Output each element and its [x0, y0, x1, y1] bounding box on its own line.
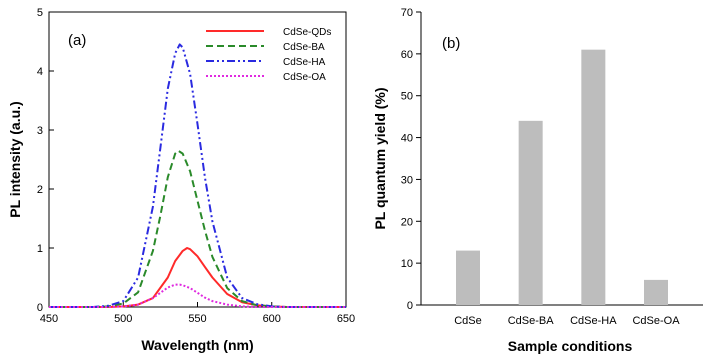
y-axis-label: PL intensity (a.u.) [7, 101, 23, 217]
panel-a-line-chart: 0 1 2 3 4 5 450 500 550 600 650 Wavelength (nm) PL i… [7, 7, 355, 353]
y-tick-label: 30 [401, 174, 413, 186]
legend-label: CdSe-HA [283, 57, 326, 68]
x-tick-label: 500 [114, 313, 132, 325]
legend-label: CdSe-BA [283, 42, 325, 53]
series-line-cdse-ba [49, 149, 346, 308]
panel-label: (b) [442, 35, 460, 52]
y-tick-label: 2 [37, 184, 43, 196]
x-category-label: CdSe-HA [570, 315, 617, 327]
legend-label: CdSe-OA [283, 72, 326, 83]
y-tick-label: 50 [401, 91, 413, 103]
bar-cdse-ha [581, 49, 606, 305]
x-category-label: CdSe-OA [632, 315, 680, 327]
x-axis-label: Wavelength (nm) [141, 337, 253, 353]
series-line-cdse-oa [49, 283, 346, 308]
bar-cdse-ba [518, 120, 543, 305]
y-tick-label: 10 [401, 258, 413, 270]
panel-label: (a) [68, 32, 86, 49]
y-tick-label: 3 [37, 125, 43, 137]
y-tick-label: 40 [401, 133, 413, 145]
x-tick-label: 650 [337, 313, 355, 325]
y-tick-label: 1 [37, 243, 43, 255]
x-category-label: CdSe [454, 315, 482, 327]
y-tick-label: 70 [401, 7, 413, 19]
x-category-label: CdSe-BA [508, 315, 555, 327]
series-line-cdse-ha [49, 43, 346, 308]
y-tick-label: 60 [401, 49, 413, 61]
x-axis-label: Sample conditions [508, 338, 633, 354]
bar-cdse [456, 250, 480, 305]
y-tick-label: 5 [37, 7, 43, 19]
y-axis-label: PL quantum yield (%) [372, 87, 388, 229]
x-tick-label: 600 [263, 313, 281, 325]
y-tick-label: 0 [37, 302, 43, 314]
legend-label: CdSe-QDs [283, 27, 331, 38]
x-tick-label: 550 [188, 313, 206, 325]
y-tick-label: 20 [401, 216, 413, 228]
bar-cdse-oa [644, 279, 668, 305]
series-line-cdse-qds [49, 247, 346, 308]
y-tick-label: 4 [37, 66, 43, 78]
panel-b-bar-chart: 0 10 20 30 40 50 60 70 CdSe CdSe-BA CdSe-HA CdSe-OA… [372, 7, 703, 354]
y-tick-label: 0 [407, 300, 413, 312]
x-tick-label: 450 [40, 313, 58, 325]
